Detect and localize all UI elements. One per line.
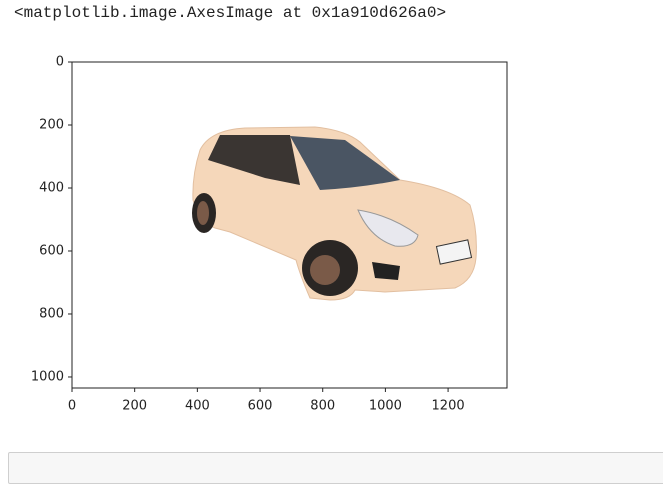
x-tick-label: 800 — [310, 399, 335, 414]
output-text: <matplotlib.image.AxesImage at 0x1a910d6… — [14, 4, 447, 22]
x-tick-label: 0 — [68, 399, 76, 414]
y-tick-label: 800 — [39, 306, 64, 321]
car-image — [192, 126, 477, 301]
grille — [372, 262, 400, 280]
rear-rim — [197, 201, 209, 225]
windshield — [290, 136, 400, 190]
x-tick-label: 1000 — [369, 399, 402, 414]
y-tick-label: 400 — [39, 180, 64, 195]
y-tick-label: 600 — [39, 243, 64, 258]
x-tick-label: 1200 — [432, 399, 465, 414]
x-tick-label: 200 — [122, 399, 147, 414]
y-tick-label: 1000 — [31, 369, 64, 384]
input-cell[interactable] — [8, 452, 663, 484]
x-tick-label: 400 — [185, 399, 210, 414]
plot: 0 200 400 600 800 1000 1200 0 200 400 600 800 1000 — [31, 55, 508, 414]
windows — [208, 135, 300, 185]
notebook-page: <matplotlib.image.AxesImage at 0x1a910d6… — [8, 4, 663, 484]
headlight — [357, 209, 419, 247]
front-rim — [310, 255, 340, 285]
axes-frame — [71, 61, 508, 389]
x-tick-label: 600 — [248, 399, 273, 414]
y-tick-label: 0 — [56, 55, 64, 70]
plate — [435, 239, 473, 265]
y-tick-label: 200 — [39, 117, 64, 132]
